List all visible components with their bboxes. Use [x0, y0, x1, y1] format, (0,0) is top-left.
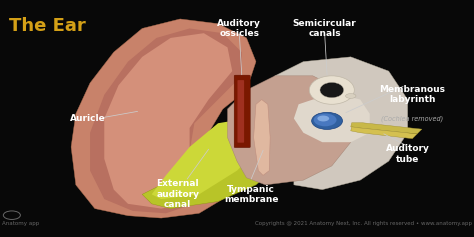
Polygon shape: [71, 19, 256, 218]
Polygon shape: [265, 57, 408, 190]
Polygon shape: [351, 127, 417, 139]
Text: Auricle: Auricle: [70, 114, 106, 123]
Ellipse shape: [320, 82, 344, 98]
Polygon shape: [104, 33, 232, 209]
Text: Auditory
tube: Auditory tube: [386, 144, 429, 164]
Polygon shape: [228, 76, 356, 185]
Polygon shape: [142, 107, 294, 209]
Text: The Ear: The Ear: [9, 17, 86, 35]
Text: Copyrights @ 2021 Anatomy Next, Inc. All rights reserved • www.anatomy.app: Copyrights @ 2021 Anatomy Next, Inc. All…: [255, 221, 472, 227]
Ellipse shape: [311, 112, 342, 129]
Ellipse shape: [309, 76, 354, 104]
Polygon shape: [152, 118, 265, 199]
Text: Tympanic
membrane: Tympanic membrane: [224, 185, 278, 204]
Polygon shape: [294, 95, 370, 142]
Ellipse shape: [346, 94, 356, 98]
FancyBboxPatch shape: [237, 80, 244, 143]
Polygon shape: [90, 28, 242, 213]
Text: External
auditory
canal: External auditory canal: [156, 179, 199, 209]
Text: Semicircular
canals: Semicircular canals: [293, 19, 356, 38]
Text: (Cochlea removed): (Cochlea removed): [381, 115, 444, 122]
Text: Auditory
ossicles: Auditory ossicles: [218, 19, 261, 38]
Text: Anatomy app: Anatomy app: [2, 221, 40, 227]
Polygon shape: [254, 100, 270, 175]
Text: Membranous
labyrinth: Membranous labyrinth: [379, 85, 446, 105]
Ellipse shape: [314, 114, 337, 126]
Polygon shape: [351, 123, 422, 134]
Ellipse shape: [318, 116, 329, 122]
FancyBboxPatch shape: [234, 75, 250, 148]
